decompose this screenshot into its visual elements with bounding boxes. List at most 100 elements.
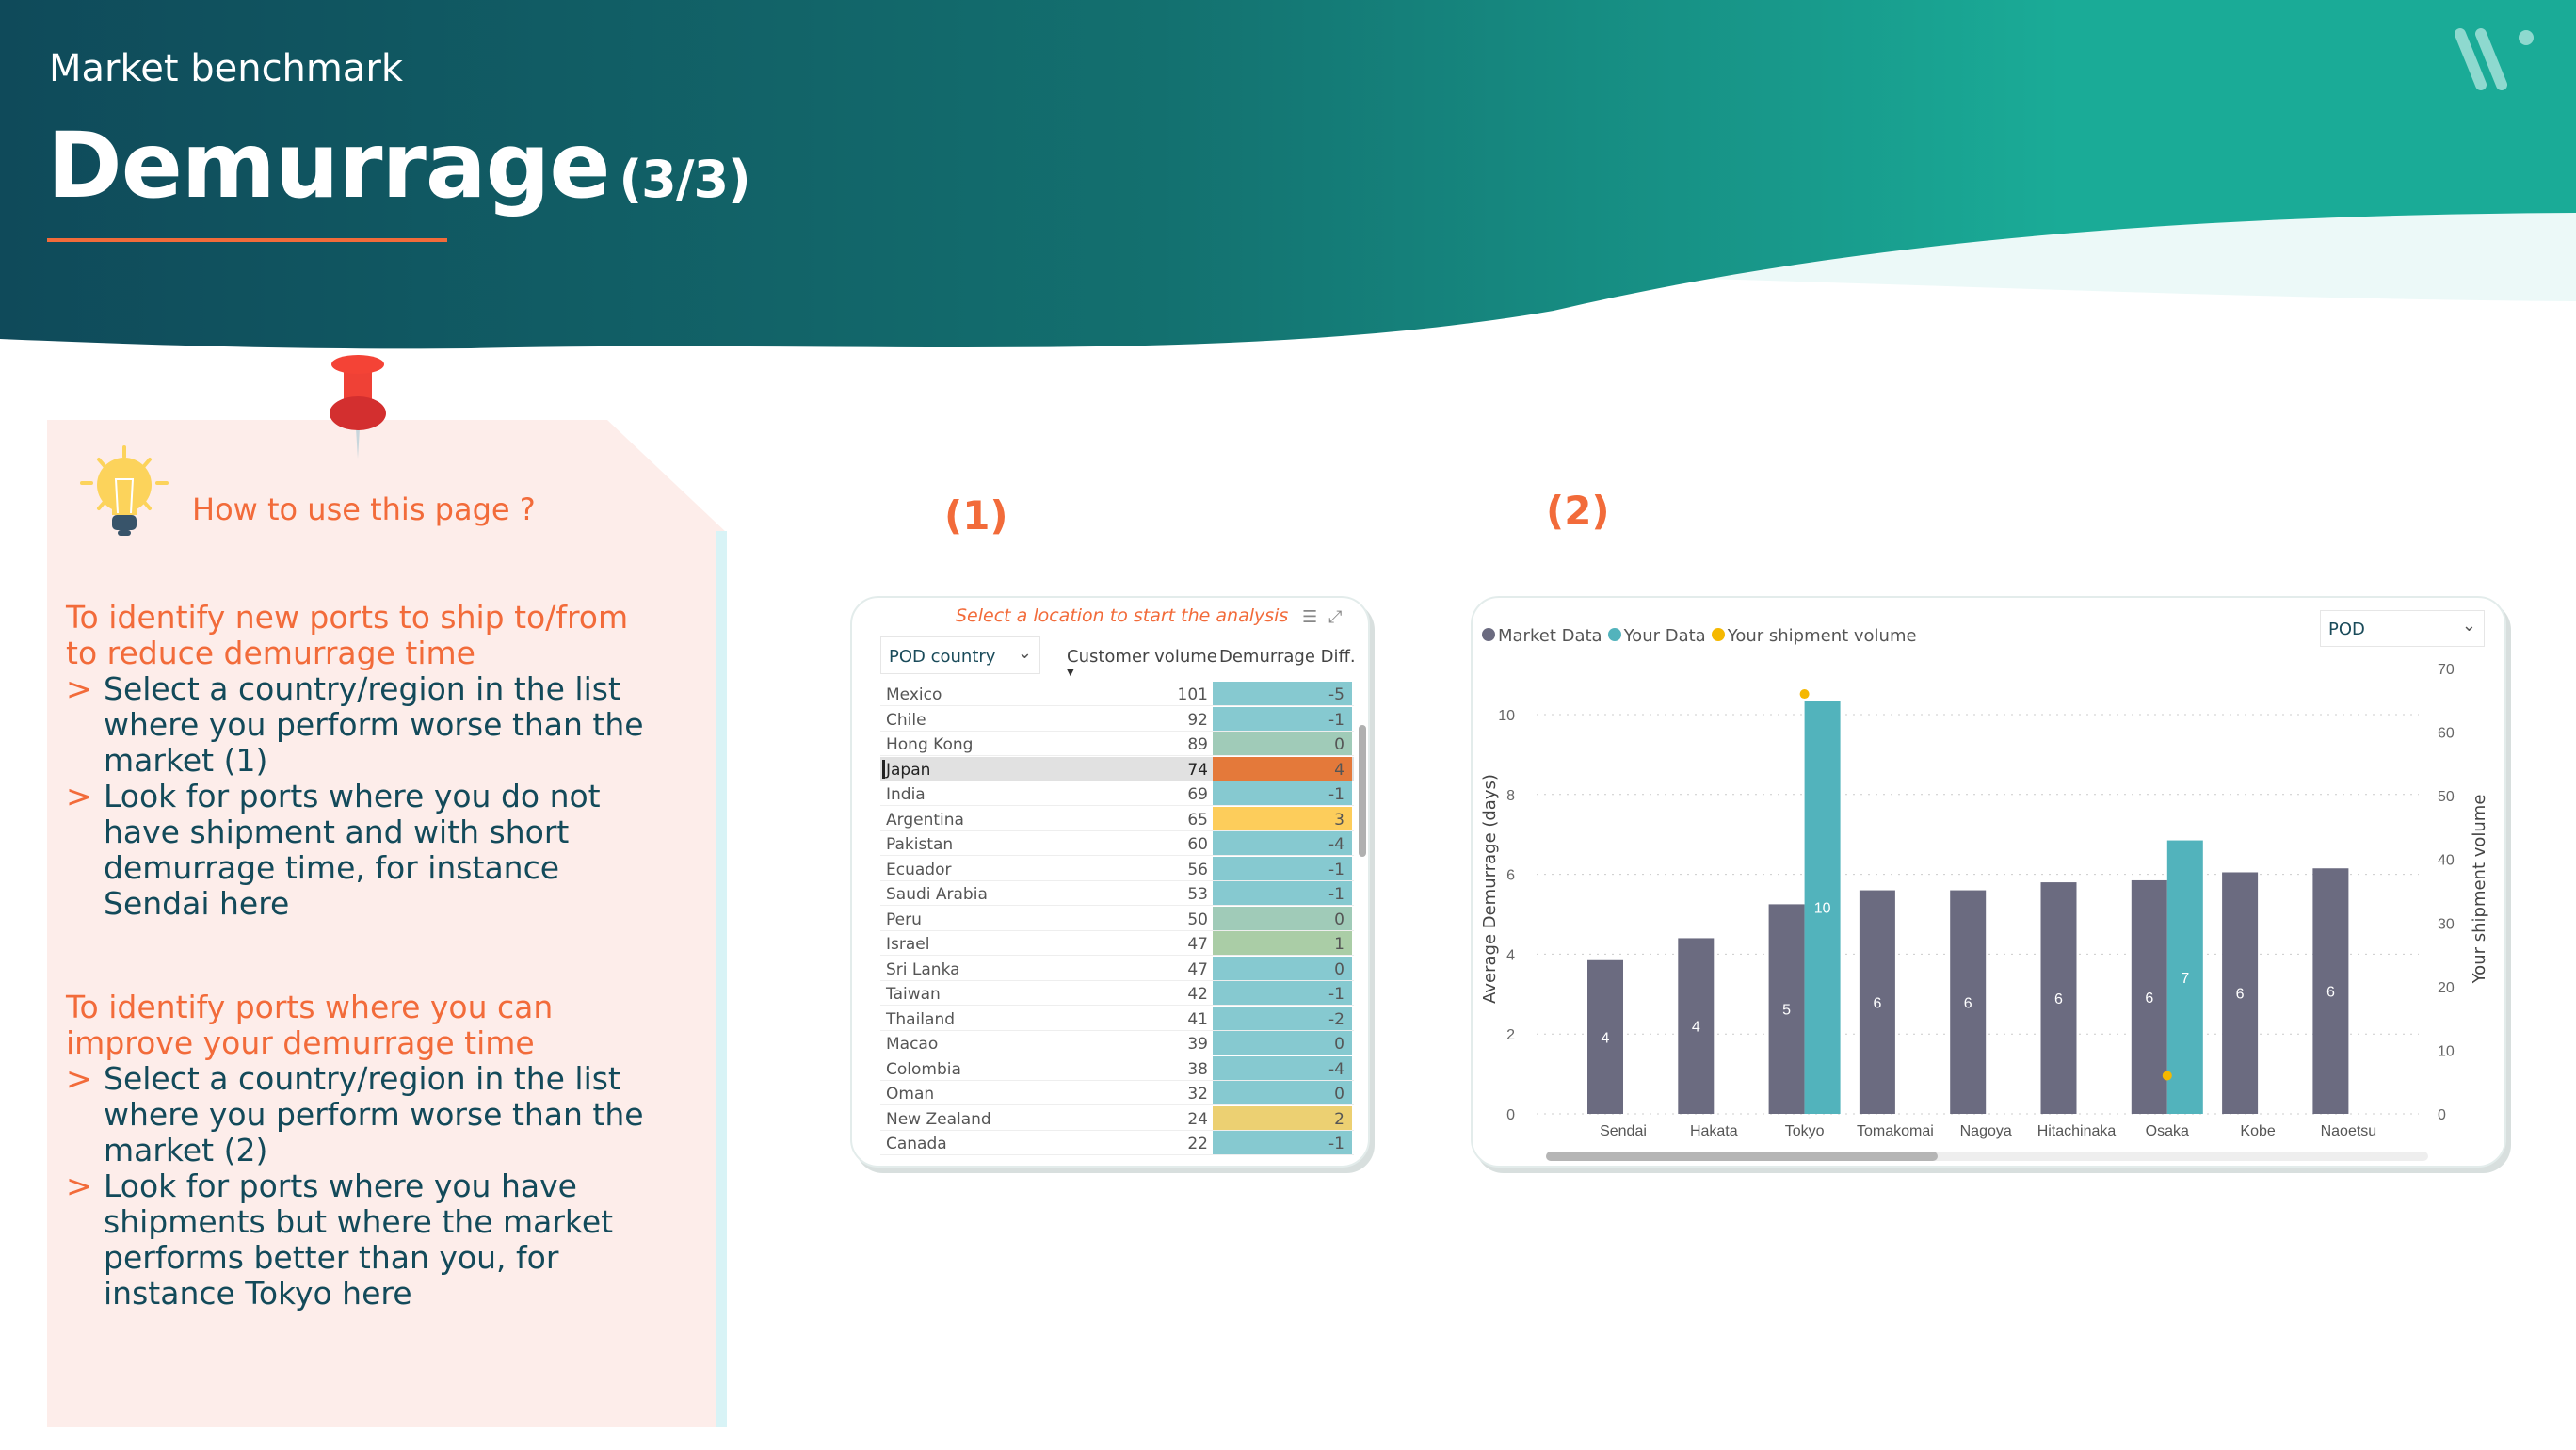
bullet-arrow-icon: > [66,670,92,707]
market-bar[interactable] [1950,890,1987,1114]
chart-scrollbar[interactable] [1546,1152,1938,1161]
chart-legend: Market Data Your Data Your shipment volu… [1482,626,1917,646]
market-bar[interactable] [1587,959,1623,1114]
table-row[interactable]: Sri Lanka 47 0 [880,956,1354,981]
diff-cell: -1 [1213,856,1352,880]
y-axis-title: Average Demurrage (days) [1480,774,1500,1004]
diff-cell: 0 [1213,1081,1352,1104]
item-text: Look for ports where you have shipments … [104,1168,614,1312]
column-header-customer-volume[interactable]: Customer volume [1067,647,1217,667]
chevron-down-icon: ⌄ [1017,643,1032,663]
header-banner [0,0,2576,349]
volume-cell: 47 [1187,959,1208,979]
table-row[interactable]: Macao 39 0 [880,1031,1354,1055]
country-cell: Mexico [886,685,942,704]
country-cell: Hong Kong [886,735,974,754]
y2-axis-title: Your shipment volume [2470,795,2489,985]
volume-cell: 92 [1187,710,1208,730]
bullet-arrow-icon: > [66,1060,92,1097]
your-data-bar[interactable] [2166,840,2203,1114]
focus-mode-icon[interactable]: ⤢ [1328,607,1343,627]
volume-cell: 53 [1187,885,1208,904]
legend-dot-icon [1607,628,1621,641]
y2-tick-label: 10 [2438,1043,2455,1059]
pod-dropdown[interactable]: POD ⌄ [2320,610,2485,647]
y2-tick-label: 60 [2438,726,2455,742]
table-row[interactable]: Peru 50 0 [880,906,1354,931]
table-caption: Select a location to start the analysis [956,605,1289,626]
country-cell: Ecuador [886,860,952,879]
market-bar-label: 4 [1692,1020,1700,1036]
table-row[interactable]: Colombia 38 -4 [880,1055,1354,1081]
diff-cell: 0 [1213,906,1352,930]
volume-cell: 22 [1187,1135,1208,1153]
page-title: Demurrage (3/3) [47,113,751,218]
table-row[interactable]: Mexico 101 -5 [880,682,1354,706]
table-row[interactable]: Ecuador 56 -1 [880,856,1354,881]
legend-item-your-data[interactable]: Your Data [1607,626,1706,646]
selection-marker [882,759,885,779]
market-bar[interactable] [2040,882,2077,1114]
country-cell: Colombia [886,1059,961,1079]
legend-label: Your Data [1623,626,1706,646]
table-row[interactable]: Hong Kong 89 0 [880,732,1354,756]
bar-chart: 0 2 4 6 8 10 0 10 20 30 40 50 60 70 Average Demurrage … [1480,662,2489,1161]
market-bar[interactable] [2131,879,2167,1114]
volume-cell: 38 [1187,1059,1208,1079]
table-row[interactable]: Japan 74 4 [880,756,1354,781]
lightbulb-icon [80,445,169,536]
diff-cell: 3 [1213,806,1352,830]
shipment-volume-point[interactable] [1799,689,1810,700]
y2-tick-label: 20 [2438,980,2455,996]
table-row[interactable]: Canada 22 -1 [880,1131,1354,1155]
country-cell: Sri Lanka [886,959,960,979]
bullet-arrow-icon: > [66,1168,92,1204]
list-item: > Select a country/region in the list whe… [66,1061,650,1168]
filter-icon[interactable]: ☰ [1302,607,1318,627]
legend-dot-icon [1482,628,1495,641]
table-row[interactable]: Argentina 65 3 [880,806,1354,831]
table-row[interactable]: Israel 47 1 [880,931,1354,956]
volume-cell: 50 [1187,910,1208,929]
help-section-2: To identify ports where you can improve … [66,990,650,1312]
market-bar-label: 6 [2326,985,2335,1001]
legend-item-market[interactable]: Market Data [1482,626,1602,646]
market-bar[interactable] [2312,868,2349,1114]
pod-country-dropdown[interactable]: POD country ⌄ [880,636,1040,674]
column-header-demurrage-diff[interactable]: Demurrage Diff. [1219,647,1356,667]
port-chart-card: Market Data Your Data Your shipment volu… [1471,596,2506,1168]
table-row[interactable]: India 69 -1 [880,781,1354,806]
table-scrollbar[interactable] [1359,725,1366,857]
diff-cell: -1 [1213,1131,1352,1154]
market-bar-label: 6 [2145,991,2153,1007]
legend-item-shipment[interactable]: Your shipment volume [1711,626,1917,646]
country-cell: New Zealand [886,1109,991,1129]
market-bar[interactable] [2222,872,2259,1114]
your-data-bar-label: 7 [2181,971,2189,987]
country-cell: Taiwan [886,985,941,1004]
table-row[interactable]: Thailand 41 -2 [880,1006,1354,1031]
country-cell: Macao [886,1035,939,1054]
table-row[interactable]: Saudi Arabia 53 -1 [880,881,1354,906]
table-row[interactable]: Oman 32 0 [880,1081,1354,1105]
table-row[interactable]: Pakistan 60 -4 [880,831,1354,856]
table-row[interactable]: Taiwan 42 -1 [880,981,1354,1006]
country-cell: Pakistan [886,835,954,854]
volume-cell: 24 [1187,1109,1208,1129]
table-row[interactable]: Chile 92 -1 [880,706,1354,732]
market-bar[interactable] [1859,890,1895,1114]
market-bar[interactable] [1768,904,1805,1114]
country-cell: Israel [886,935,930,954]
shipment-volume-point[interactable] [2162,1071,2172,1081]
y-tick-label: 4 [1506,947,1515,963]
y-tick-label: 2 [1506,1027,1515,1043]
country-cell: Canada [886,1135,947,1153]
market-bar[interactable] [1678,938,1715,1114]
table-row[interactable]: New Zealand 24 2 [880,1105,1354,1131]
volume-cell: 60 [1187,835,1208,854]
y2-tick-label: 40 [2438,853,2455,869]
country-table-card: Select a location to start the analysis … [850,596,1370,1168]
your-data-bar[interactable] [1804,701,1841,1114]
item-text: Look for ports where you do not have shi… [104,778,601,922]
volume-cell: 69 [1187,785,1208,804]
